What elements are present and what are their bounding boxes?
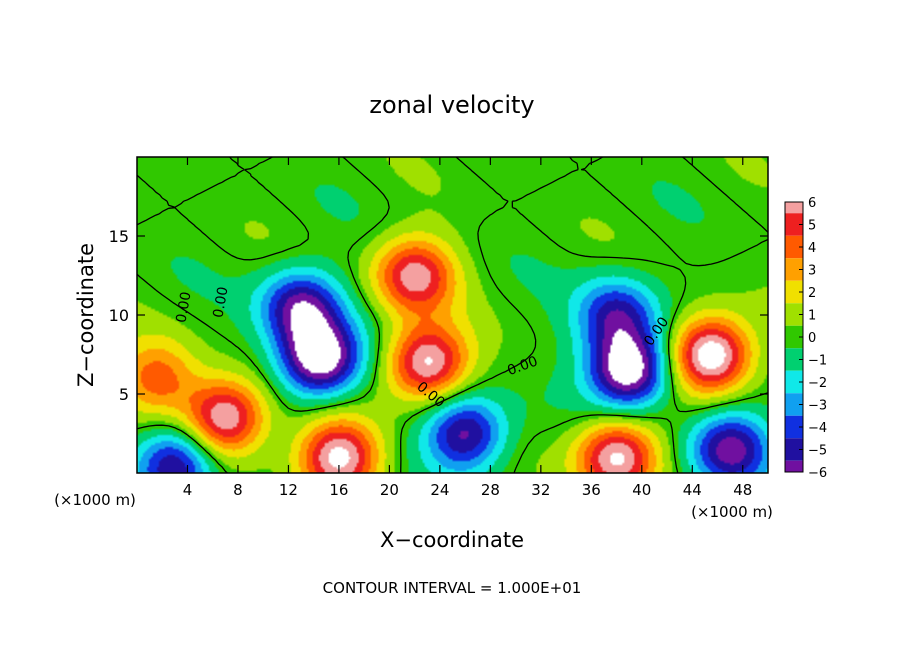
colorbar-label: −4: [808, 421, 827, 436]
colorbar-swatch: [785, 280, 803, 304]
zero-contour-path: [136, 156, 769, 474]
contour-label: 0.00: [210, 286, 231, 319]
y-tick-label: 15: [109, 227, 129, 246]
y-tick-label: 5: [119, 385, 129, 404]
velocity-field: [137, 157, 768, 473]
contour-label: 0.00: [173, 291, 194, 324]
x-tick-label: 8: [233, 481, 243, 499]
x-axis: 4 8 12 16 20 24 28 32 36 40 44 48: [183, 157, 752, 499]
x-tick-label: 48: [733, 481, 752, 499]
colorbar-swatch: [785, 393, 803, 416]
x-unit-label-right: (×1000 m): [691, 503, 773, 521]
x-tick-label: 28: [481, 481, 500, 499]
colorbar-swatch: [785, 213, 803, 236]
colorbar-swatch: [785, 415, 803, 439]
colorbar-swatch: [785, 325, 803, 349]
colorbar-label: 1: [808, 309, 816, 324]
x-tick-label: 24: [430, 481, 449, 499]
x-tick-label: 36: [582, 481, 601, 499]
colorbar: 6 5 4 3 2 1 0 −1 −2 −3 −4 −5 −6: [784, 196, 827, 481]
colorbar-label: 3: [808, 264, 816, 279]
x-tick-label: 16: [329, 481, 348, 499]
colorbar-swatch: [785, 303, 803, 326]
colorbar-label: 4: [808, 241, 816, 256]
x-tick-label: 20: [380, 481, 399, 499]
colorbar-label: 0: [808, 331, 816, 346]
y-axis: 5 10 15: [109, 227, 768, 404]
contour-interval-note: CONTOUR INTERVAL = 1.000E+01: [323, 579, 582, 597]
colorbar-label: −6: [808, 466, 827, 481]
x-tick-label: 4: [183, 481, 193, 499]
x-tick-label: 44: [683, 481, 702, 499]
colorbar-label: −5: [808, 444, 827, 459]
colorbar-swatch: [785, 370, 803, 394]
chart-title: zonal velocity: [369, 91, 534, 119]
colorbar-label: −2: [808, 376, 827, 391]
y-tick-label: 10: [109, 306, 129, 325]
colorbar-label: −3: [808, 399, 827, 414]
colorbar-swatch: [785, 202, 803, 214]
colorbar-label: 5: [808, 219, 816, 234]
x-tick-label: 40: [632, 481, 651, 499]
colorbar-swatch: [785, 460, 803, 472]
colorbar-swatch: [785, 235, 803, 259]
colorbar-swatch: [785, 258, 803, 281]
colorbar-swatch: [785, 348, 803, 371]
colorbar-label: −1: [808, 354, 827, 369]
zero-contours: [136, 156, 769, 474]
x-unit-label-left: (×1000 m): [54, 491, 136, 509]
y-axis-label: Z−coordinate: [74, 243, 98, 387]
colorbar-label: 6: [808, 196, 816, 211]
x-tick-label: 12: [279, 481, 298, 499]
colorbar-label: 2: [808, 286, 816, 301]
plot-area: 0.000.000.000.000.00: [136, 156, 769, 474]
x-axis-label: X−coordinate: [380, 528, 524, 552]
x-tick-label: 32: [531, 481, 550, 499]
colorbar-swatch: [785, 438, 803, 461]
